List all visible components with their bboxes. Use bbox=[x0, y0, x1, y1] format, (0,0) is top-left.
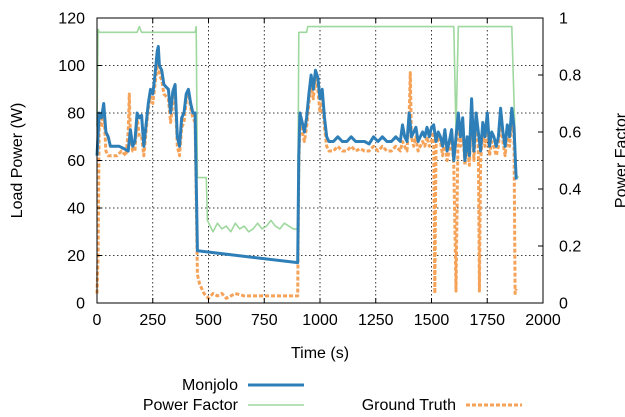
x-axis-title: Time (s) bbox=[291, 345, 349, 362]
series-line-ground-truth bbox=[95, 56, 518, 300]
y-right-tick-label: 0.2 bbox=[559, 239, 581, 256]
series-layer bbox=[95, 25, 520, 300]
x-axis-ticks: 0 250 500 750 1000 1250 1500 1750 2000 bbox=[93, 18, 561, 329]
y-right-tick-label: 1 bbox=[559, 11, 568, 28]
legend-label-monjolo: Monjolo bbox=[182, 377, 238, 394]
x-tick-label: 750 bbox=[251, 312, 278, 329]
plot-frame bbox=[96, 17, 544, 304]
x-tick-label: 1500 bbox=[414, 312, 450, 329]
y-left-tick-label: 100 bbox=[58, 58, 85, 75]
x-tick-label: 1000 bbox=[302, 312, 338, 329]
y-left-axis-title: Load Power (W) bbox=[9, 103, 26, 219]
y-right-axis-ticks: 0 0.2 0.4 0.6 0.8 1 bbox=[538, 11, 581, 313]
series-line-monjolo bbox=[95, 45, 518, 265]
y-right-tick-label: 0 bbox=[559, 296, 568, 313]
y-right-tick-label: 0.6 bbox=[559, 125, 581, 142]
y-left-tick-label: 120 bbox=[58, 11, 85, 28]
x-tick-label: 1750 bbox=[469, 312, 505, 329]
y-right-tick-label: 0.8 bbox=[559, 68, 581, 85]
y-left-tick-label: 60 bbox=[67, 153, 85, 170]
y-right-axis-title: Power Factor bbox=[613, 112, 625, 208]
x-tick-label: 250 bbox=[139, 312, 166, 329]
x-tick-label: 0 bbox=[93, 312, 102, 329]
y-left-tick-label: 0 bbox=[76, 296, 85, 313]
legend-label-power-factor: Power Factor bbox=[143, 397, 239, 414]
x-tick-label: 500 bbox=[195, 312, 222, 329]
series-line-power-factor bbox=[96, 25, 520, 233]
grid-lines bbox=[97, 18, 543, 303]
y-left-tick-label: 40 bbox=[67, 201, 85, 218]
x-tick-label: 1250 bbox=[358, 312, 394, 329]
x-tick-label: 2000 bbox=[525, 312, 561, 329]
legend: Monjolo Power Factor Ground Truth bbox=[143, 377, 522, 414]
y-left-tick-label: 80 bbox=[67, 106, 85, 123]
legend-label-ground-truth: Ground Truth bbox=[362, 397, 456, 414]
y-left-tick-label: 20 bbox=[67, 248, 85, 265]
y-right-tick-label: 0.4 bbox=[559, 182, 581, 199]
y-left-axis-ticks: 0 20 40 60 80 100 120 bbox=[58, 11, 102, 313]
